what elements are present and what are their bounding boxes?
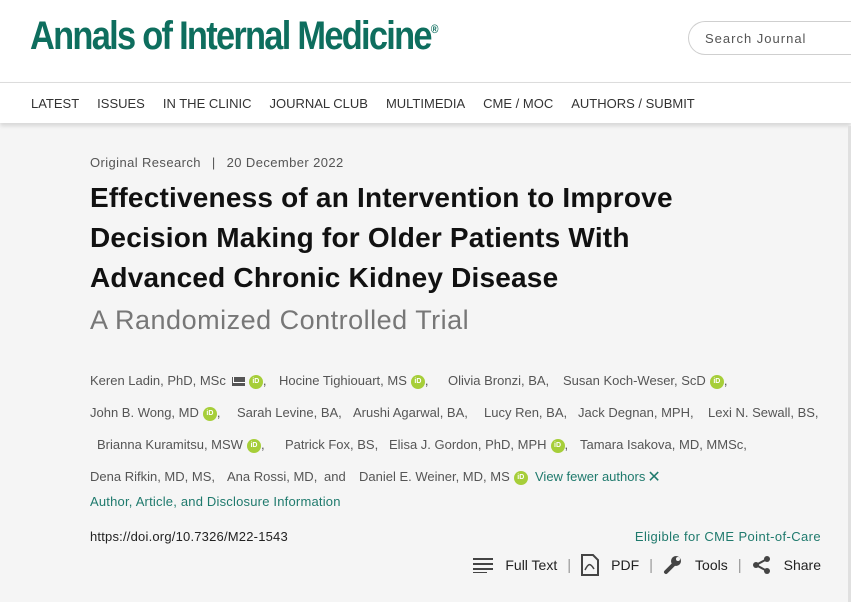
tools-separator: |: [649, 556, 654, 574]
author-line: Dena Rifkin, MD, MS, Ana Rossi, MD, and …: [90, 461, 830, 493]
author-line: Brianna Kuramitsu, MSW iD, Patrick Fox, B…: [90, 429, 830, 461]
author-name[interactable]: John B. Wong, MD: [90, 405, 199, 420]
share-label[interactable]: Share: [783, 557, 821, 573]
author-name[interactable]: Elisa J. Gordon, PhD, MPH: [389, 437, 547, 452]
author-conjunction: and: [324, 469, 346, 484]
tools-label[interactable]: Tools: [695, 557, 728, 573]
author-name[interactable]: Dena Rifkin, MD, MS,: [90, 469, 215, 484]
article-tools: Full Text | PDF | Tools | Share: [473, 554, 821, 576]
author-name[interactable]: Susan Koch-Weser, ScD: [563, 373, 706, 388]
nav-in-the-clinic[interactable]: IN THE CLINIC: [162, 96, 252, 111]
article-header: Original Research | 20 December 2022 Effec…: [90, 155, 830, 486]
author-entry[interactable]: Arushi Agarwal, BA,: [353, 397, 468, 429]
author-name[interactable]: Tamara Isakova, MD, MMSc,: [580, 437, 747, 452]
disclosure-link[interactable]: Author, Article, and Disclosure Informat…: [90, 494, 341, 509]
wrench-icon: [664, 556, 682, 574]
author-entry[interactable]: Elisa J. Gordon, PhD, MPH iD,: [389, 429, 568, 461]
site-header: Annals of Internal Medicine®: [0, 0, 851, 82]
close-icon[interactable]: ✕: [647, 468, 661, 486]
orcid-icon[interactable]: iD: [248, 374, 263, 389]
nav-cme-moc[interactable]: CME / MOC: [483, 96, 554, 111]
author-entry[interactable]: John B. Wong, MD iD,: [90, 397, 221, 429]
registered-mark: ®: [430, 22, 439, 36]
article-subtitle: A Randomized Controlled Trial: [90, 305, 470, 335]
orcid-icon[interactable]: iD: [202, 406, 217, 421]
author-list: Keren Ladin, PhD, MSc iD, Hocine Tighioua…: [90, 365, 830, 493]
meta-separator: |: [211, 155, 216, 170]
cme-link[interactable]: Eligible for CME Point-of-Care: [634, 529, 821, 544]
orcid-icon[interactable]: iD: [550, 438, 565, 453]
author-comma: ,: [564, 437, 569, 452]
author-name[interactable]: Lucy Ren, BA,: [484, 405, 568, 420]
search-input[interactable]: [688, 21, 851, 55]
journal-logo[interactable]: Annals of Internal Medicine®: [30, 14, 438, 59]
author-name[interactable]: Olivia Bronzi, BA,: [448, 373, 550, 388]
nav-multimedia[interactable]: MULTIMEDIA: [385, 96, 466, 111]
pdf-label[interactable]: PDF: [611, 557, 640, 573]
author-name[interactable]: Lexi N. Sewall, BS,: [708, 405, 819, 420]
article-type: Original Research: [90, 155, 201, 170]
doi-link[interactable]: https://doi.org/10.7326/M22-1543: [90, 529, 288, 544]
author-entry[interactable]: Tamara Isakova, MD, MMSc,: [580, 429, 747, 461]
author-entry[interactable]: Hocine Tighiouart, MS iD,: [279, 365, 429, 397]
author-name[interactable]: Ana Rossi, MD,: [227, 469, 318, 484]
article-title: Effectiveness of an Intervention to Impr…: [90, 182, 673, 293]
scrollbar[interactable]: [848, 126, 851, 602]
author-name[interactable]: Brianna Kuramitsu, MSW: [97, 437, 243, 452]
full-text-button[interactable]: Full Text: [473, 557, 557, 573]
pdf-icon: [581, 554, 600, 576]
pdf-button[interactable]: PDF: [581, 554, 639, 576]
tools-button[interactable]: Tools: [663, 555, 728, 575]
author-entry[interactable]: Susan Koch-Weser, ScD iD,: [563, 365, 727, 397]
author-line: John B. Wong, MD iD, Sarah Levine, BA, Ar…: [90, 397, 830, 429]
author-line: Keren Ladin, PhD, MSc iD, Hocine Tighioua…: [90, 365, 830, 397]
orcid-icon[interactable]: iD: [709, 374, 724, 389]
view-fewer-label[interactable]: View fewer authors: [535, 469, 646, 484]
tools-separator: |: [567, 556, 572, 574]
full-text-label[interactable]: Full Text: [505, 557, 558, 573]
nav-journal-club[interactable]: JOURNAL CLUB: [269, 96, 368, 111]
view-fewer-authors-link[interactable]: View fewer authors ✕: [535, 461, 661, 494]
nav-latest[interactable]: LATEST: [31, 96, 80, 111]
author-comma: ,: [424, 373, 429, 388]
share-icon: [752, 556, 770, 574]
author-comma: ,: [216, 405, 221, 420]
author-name[interactable]: Hocine Tighiouart, MS: [279, 373, 407, 388]
orcid-icon[interactable]: iD: [410, 374, 425, 389]
author-comma: ,: [262, 373, 267, 388]
author-entry[interactable]: Sarah Levine, BA,: [237, 397, 342, 429]
full-text-icon: [473, 558, 494, 573]
orcid-icon[interactable]: iD: [513, 470, 528, 485]
author-entry[interactable]: Dena Rifkin, MD, MS,: [90, 461, 215, 493]
author-entry[interactable]: Brianna Kuramitsu, MSW iD,: [97, 429, 265, 461]
nav-authors-submit[interactable]: AUTHORS / SUBMIT: [571, 96, 695, 111]
author-entry[interactable]: Patrick Fox, BS,: [285, 429, 378, 461]
author-name[interactable]: Arushi Agarwal, BA,: [353, 405, 468, 420]
author-entry[interactable]: Keren Ladin, PhD, MSc iD,: [90, 365, 266, 397]
author-entry[interactable]: Daniel E. Weiner, MD, MS iD: [359, 461, 528, 493]
author-name[interactable]: Patrick Fox, BS,: [285, 437, 379, 452]
author-name[interactable]: Keren Ladin, PhD, MSc: [90, 373, 226, 388]
author-name[interactable]: Jack Degnan, MPH,: [578, 405, 694, 420]
share-button[interactable]: Share: [752, 555, 821, 575]
nav-issues[interactable]: ISSUES: [97, 96, 145, 111]
author-name[interactable]: Daniel E. Weiner, MD, MS: [359, 469, 510, 484]
article-date: 20 December 2022: [226, 155, 344, 170]
orcid-icon[interactable]: iD: [246, 438, 261, 453]
journal-name[interactable]: Annals of Internal Medicine: [30, 14, 433, 58]
author-entry[interactable]: Olivia Bronzi, BA,: [448, 365, 549, 397]
main-nav: LATEST ISSUES IN THE CLINIC JOURNAL CLUB…: [0, 82, 851, 123]
email-icon[interactable]: [231, 377, 245, 387]
author-name[interactable]: Sarah Levine, BA,: [237, 405, 342, 420]
author-entry[interactable]: Lucy Ren, BA,: [484, 397, 567, 429]
author-entry[interactable]: Jack Degnan, MPH,: [578, 397, 694, 429]
author-entry[interactable]: Lexi N. Sewall, BS,: [708, 397, 819, 429]
tools-separator: |: [737, 556, 742, 574]
article-meta: Original Research | 20 December 2022: [90, 155, 830, 170]
author-entry[interactable]: Ana Rossi, MD,: [227, 461, 317, 493]
author-comma: ,: [260, 437, 265, 452]
author-comma: ,: [723, 373, 728, 388]
